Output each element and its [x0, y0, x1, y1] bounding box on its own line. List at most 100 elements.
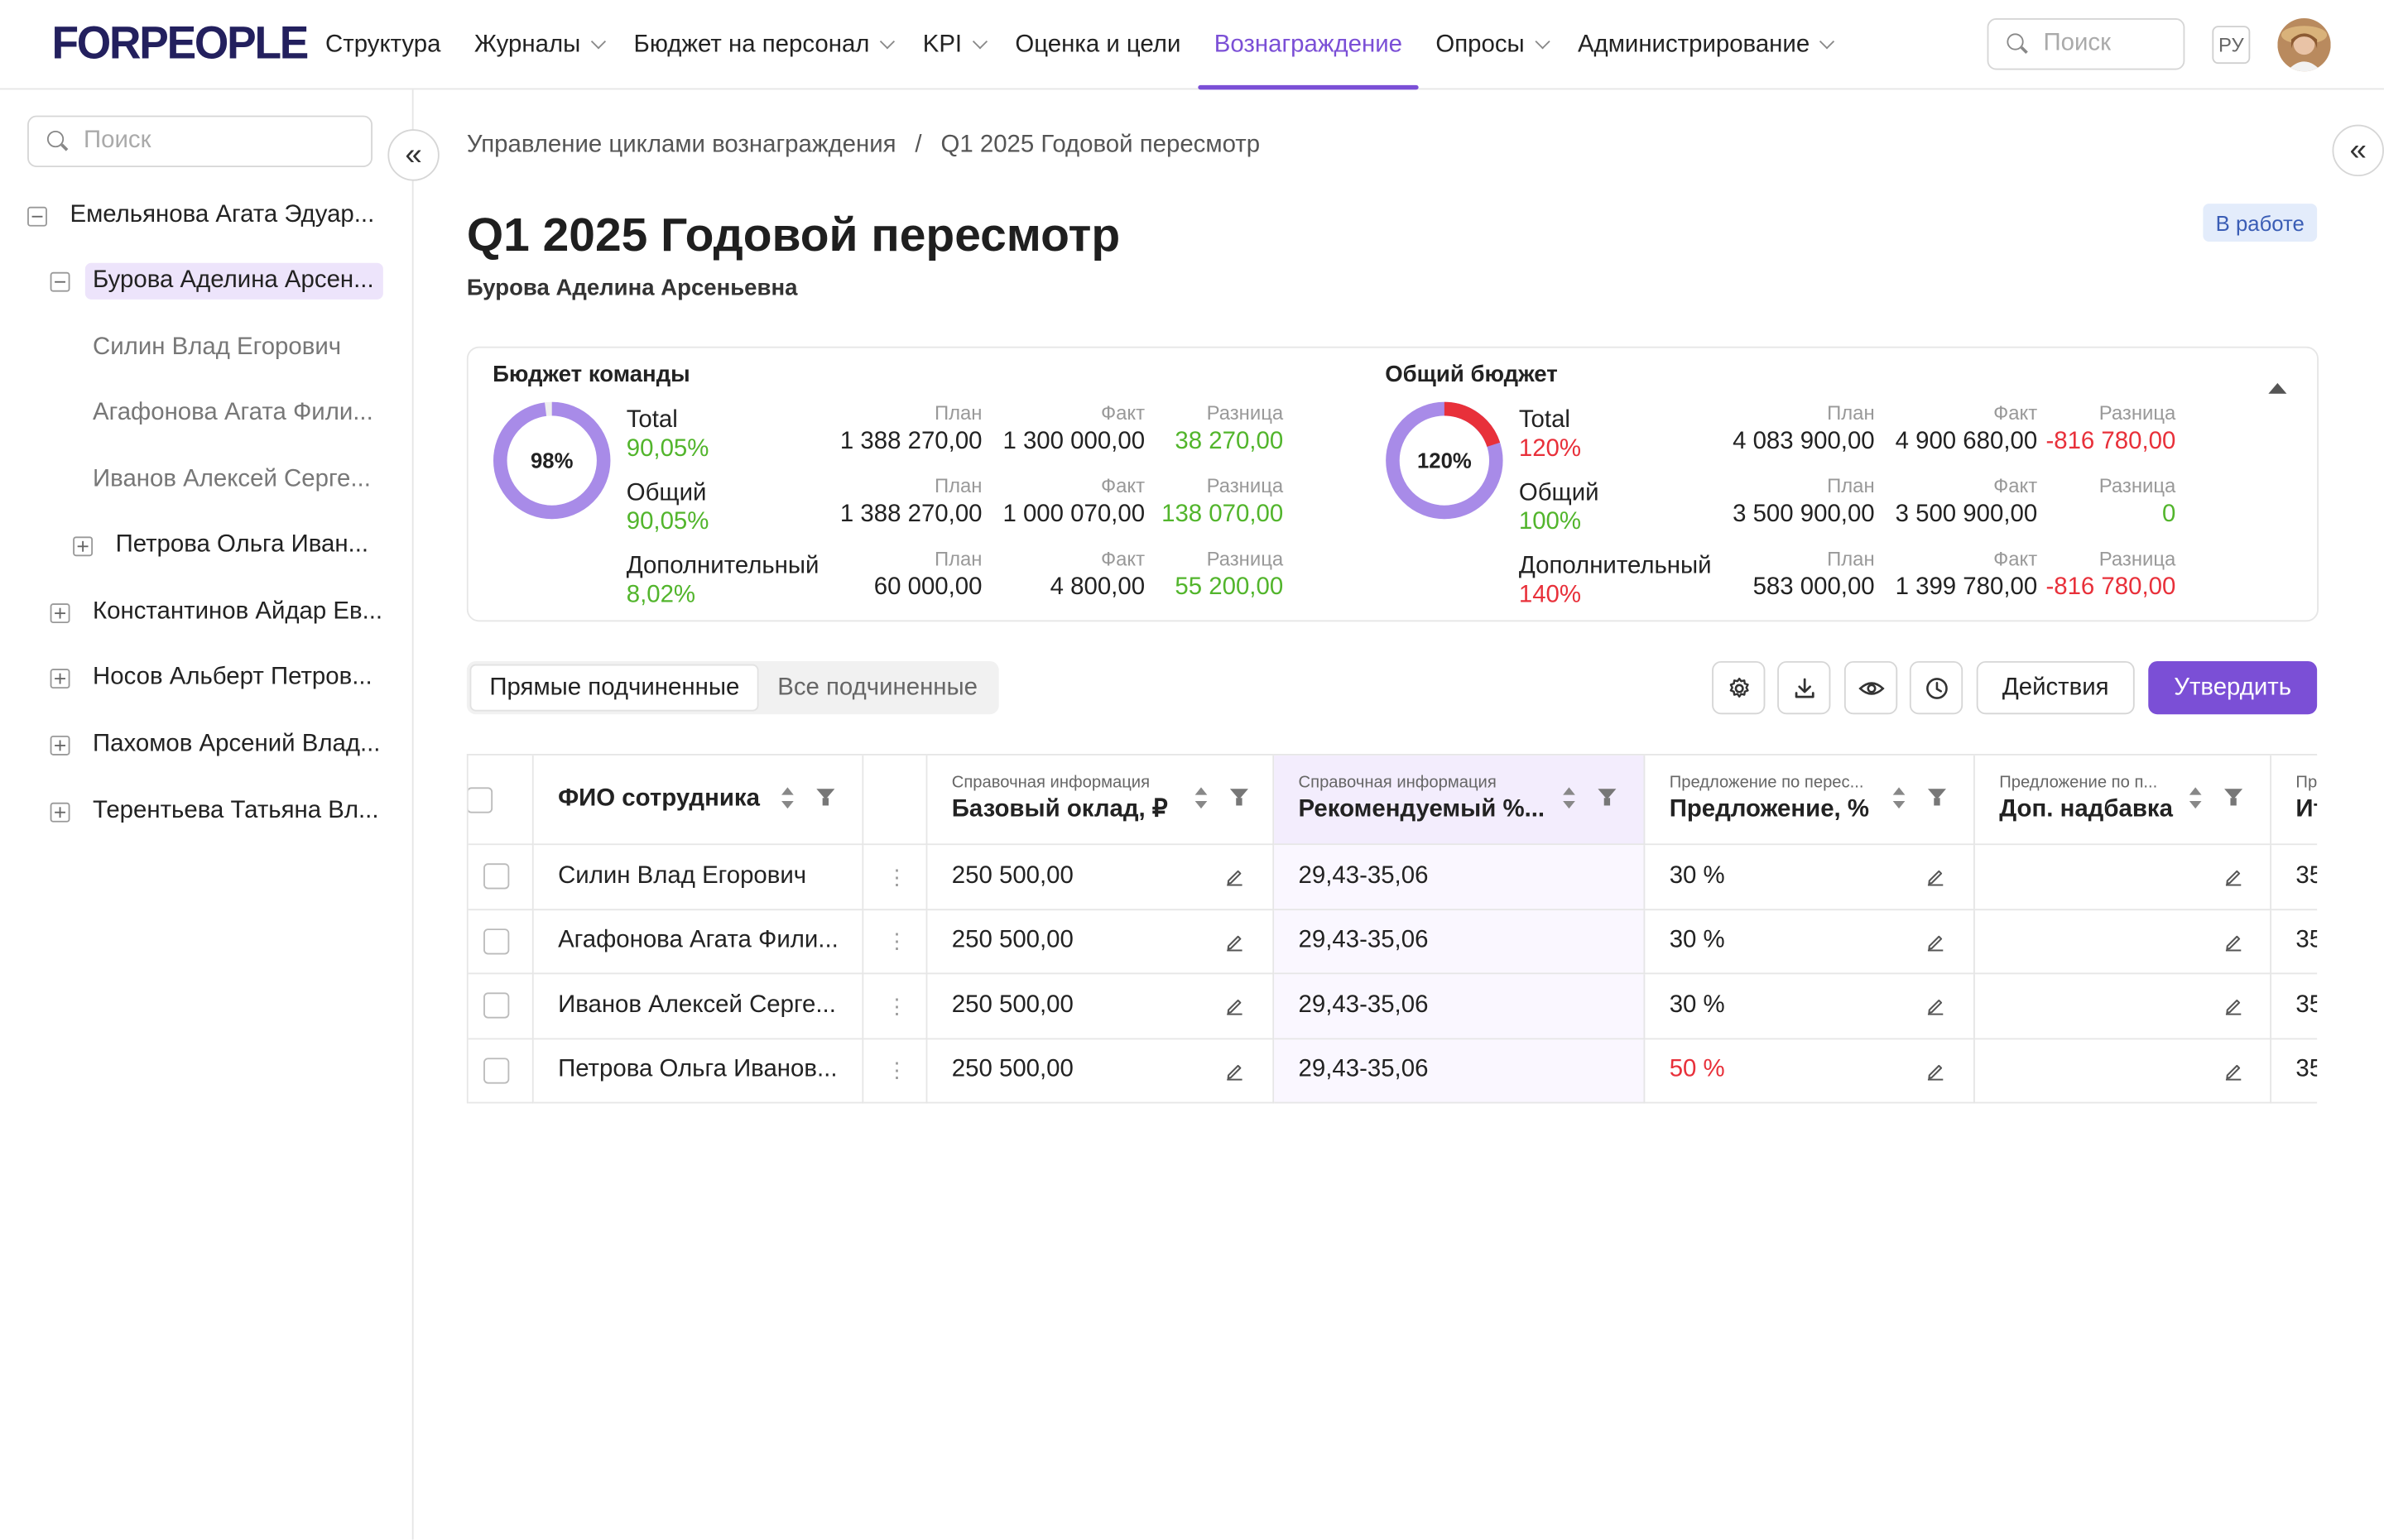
more-vertical-icon[interactable]: ⋮	[886, 1058, 908, 1083]
expand-node-icon[interactable]	[73, 535, 94, 556]
nav-assessment[interactable]: Оценка и цели	[998, 0, 1197, 89]
nav-administration[interactable]: Администрирование	[1561, 0, 1847, 89]
filter-icon[interactable]	[1927, 789, 1946, 807]
column-header-name[interactable]: ФИО сотрудника	[533, 755, 864, 846]
proposal-cell[interactable]: 30 %	[1645, 909, 1975, 975]
base-salary-cell[interactable]: 250 500,00	[927, 909, 1275, 975]
column-header-recommended[interactable]: Справочная информация Рекомендуемый %...	[1274, 755, 1646, 846]
sort-icon[interactable]	[1194, 787, 1208, 809]
edit-icon[interactable]	[1926, 1060, 1944, 1080]
select-all-checkbox[interactable]	[468, 786, 493, 813]
header-search-input[interactable]: Поиск	[1987, 18, 2185, 70]
more-vertical-icon[interactable]: ⋮	[886, 928, 908, 954]
bonus-cell[interactable]	[1974, 845, 2272, 910]
sort-icon[interactable]	[781, 787, 794, 809]
edit-icon[interactable]	[1926, 995, 1944, 1015]
edit-icon[interactable]	[2224, 866, 2242, 886]
edit-icon[interactable]	[1225, 866, 1243, 886]
tab-direct-subordinates[interactable]: Прямые подчиненные	[469, 664, 760, 712]
filter-icon[interactable]	[1229, 789, 1248, 807]
base-salary-cell[interactable]: 250 500,00	[927, 1039, 1275, 1104]
row-checkbox[interactable]	[483, 928, 510, 954]
row-checkbox[interactable]	[483, 863, 510, 890]
sort-icon[interactable]	[1563, 787, 1575, 809]
language-switch[interactable]: РУ	[2212, 26, 2251, 65]
edit-button[interactable]	[2224, 1060, 2242, 1080]
tree-item[interactable]: Терентьева Татьяна Вл...	[50, 790, 385, 832]
download-button[interactable]	[1777, 660, 1831, 715]
tree-item[interactable]: Константинов Айдар Ев...	[50, 591, 385, 633]
actions-button[interactable]: Действия	[1976, 660, 2135, 715]
base-salary-cell[interactable]: 250 500,00	[927, 845, 1275, 910]
avatar[interactable]	[2277, 18, 2331, 72]
tab-all-subordinates[interactable]: Все подчиненные	[777, 674, 978, 700]
column-header-total[interactable]: Пр Ит	[2271, 756, 2318, 846]
more-vertical-icon[interactable]: ⋮	[886, 993, 908, 1019]
edit-button[interactable]	[2224, 995, 2242, 1015]
sort-icon[interactable]	[2189, 787, 2202, 809]
sort-icon[interactable]	[1892, 787, 1906, 809]
tree-item[interactable]: Емельянова Агата Эдуар...	[27, 194, 380, 237]
more-vertical-icon[interactable]: ⋮	[886, 864, 908, 890]
bonus-cell[interactable]	[1974, 1039, 2272, 1104]
edit-button[interactable]	[1225, 931, 1243, 951]
edit-button[interactable]	[1225, 1060, 1243, 1080]
nav-staff-budget[interactable]: Бюджет на персонал	[617, 0, 906, 89]
edit-button[interactable]	[1926, 1060, 1944, 1080]
proposal-cell[interactable]: 30 %	[1645, 974, 1975, 1039]
filter-icon[interactable]	[816, 789, 835, 807]
bonus-cell[interactable]	[1974, 974, 2272, 1039]
edit-button[interactable]	[1926, 931, 1944, 951]
edit-button[interactable]	[1926, 866, 1944, 886]
tree-item[interactable]: Агафонова Агата Фили...	[93, 392, 382, 434]
visibility-button[interactable]	[1843, 660, 1898, 715]
edit-icon[interactable]	[1225, 931, 1243, 951]
nav-compensation[interactable]: Вознаграждение	[1197, 0, 1420, 90]
collapse-node-icon[interactable]	[50, 271, 70, 291]
tree-item[interactable]: Силин Влад Егорович	[93, 327, 382, 369]
settings-button[interactable]	[1712, 660, 1766, 715]
edit-button[interactable]	[1225, 866, 1243, 886]
tree-item[interactable]: Носов Альберт Петров...	[50, 656, 385, 698]
row-checkbox[interactable]	[483, 1057, 510, 1084]
expand-node-icon[interactable]	[50, 801, 70, 822]
nav-surveys[interactable]: Опросы	[1419, 0, 1561, 89]
column-header-proposal[interactable]: Предложение по перес... Предложение, %	[1645, 755, 1975, 846]
nav-journals[interactable]: Журналы	[458, 0, 618, 89]
edit-icon[interactable]	[2224, 1060, 2242, 1080]
column-header-base-salary[interactable]: Справочная информация Базовый оклад, ₽	[927, 755, 1275, 846]
edit-button[interactable]	[2224, 866, 2242, 886]
expand-node-icon[interactable]	[50, 668, 70, 688]
collapse-card-icon[interactable]	[2268, 382, 2287, 394]
collapse-right-panel-button[interactable]: «	[2332, 124, 2384, 177]
edit-button[interactable]	[1225, 995, 1243, 1015]
nav-kpi[interactable]: KPI	[906, 0, 999, 89]
row-checkbox[interactable]	[483, 992, 510, 1019]
tree-item[interactable]: Иванов Алексей Серге...	[93, 459, 382, 501]
edit-icon[interactable]	[1225, 1060, 1243, 1080]
filter-icon[interactable]	[2224, 789, 2243, 807]
edit-button[interactable]	[2224, 931, 2242, 951]
approve-button[interactable]: Утвердить	[2148, 660, 2318, 715]
edit-icon[interactable]	[1225, 995, 1243, 1015]
tree-item[interactable]: Пахомов Арсений Влад...	[50, 723, 385, 765]
edit-icon[interactable]	[1926, 931, 1944, 951]
edit-button[interactable]	[1926, 995, 1944, 1015]
base-salary-cell[interactable]: 250 500,00	[927, 974, 1275, 1039]
nav-structure[interactable]: Структура	[309, 0, 458, 89]
proposal-cell[interactable]: 50 %	[1645, 1039, 1975, 1104]
sidebar-search-input[interactable]: Поиск	[27, 115, 372, 168]
tree-item-selected[interactable]: Бурова Аделина Арсен...	[50, 260, 388, 302]
edit-icon[interactable]	[2224, 995, 2242, 1015]
column-header-bonus[interactable]: Предложение по п... Доп. надбавка	[1974, 755, 2272, 846]
proposal-cell[interactable]: 30 %	[1645, 845, 1975, 910]
expand-node-icon[interactable]	[50, 735, 70, 755]
bonus-cell[interactable]	[1974, 909, 2272, 975]
collapse-sidebar-button[interactable]: «	[387, 129, 440, 181]
expand-node-icon[interactable]	[50, 602, 70, 623]
history-button[interactable]	[1909, 660, 1963, 715]
collapse-node-icon[interactable]	[27, 205, 47, 226]
filter-icon[interactable]	[1598, 789, 1617, 807]
breadcrumb-link[interactable]: Управление циклами вознаграждения	[466, 132, 896, 159]
app-logo[interactable]: FORPEOPLE	[51, 18, 309, 70]
